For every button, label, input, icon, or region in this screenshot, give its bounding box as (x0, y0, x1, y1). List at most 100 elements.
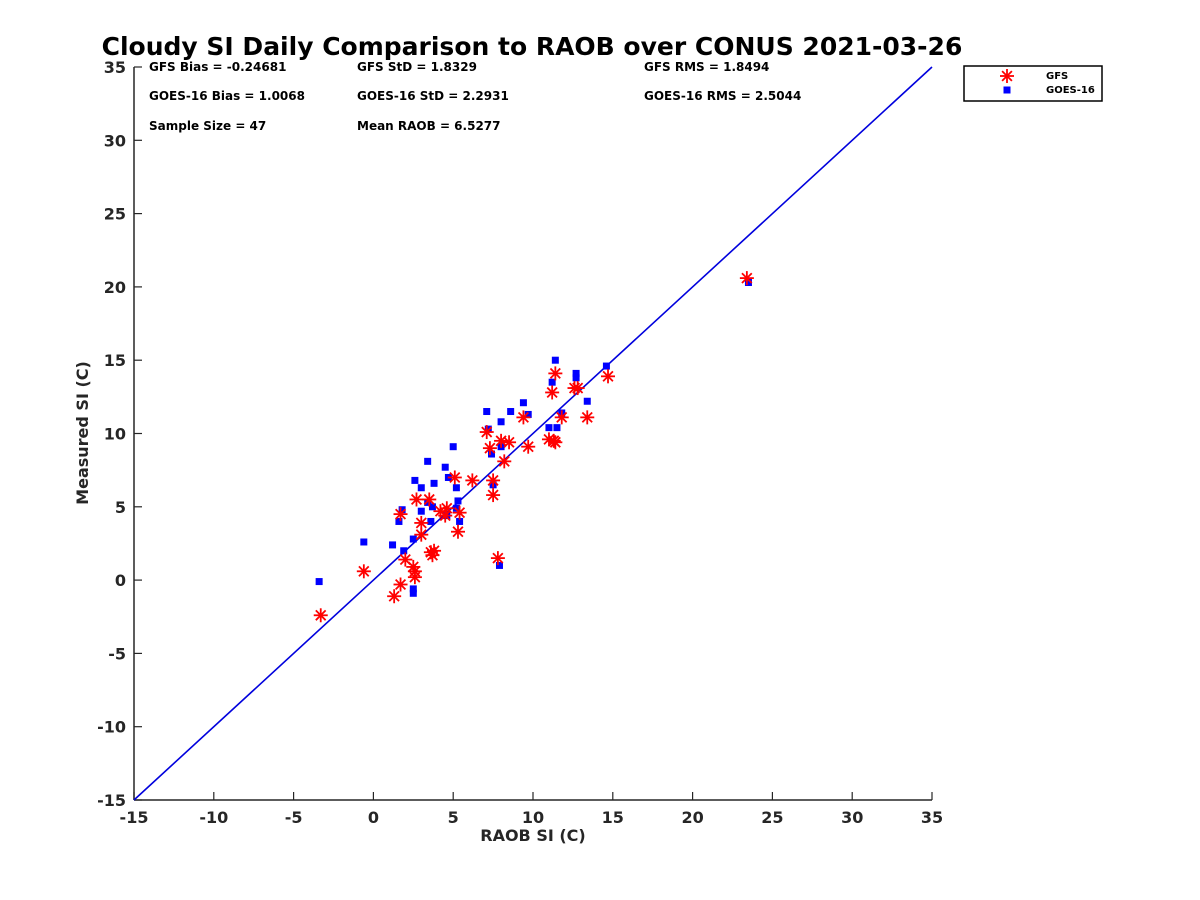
y-tick-label: 35 (104, 58, 126, 77)
goes16-point (744, 279, 752, 287)
goes16-point (409, 535, 417, 543)
y-tick-label: 0 (115, 571, 126, 590)
gfs-point (516, 410, 531, 425)
gfs-point (422, 492, 437, 507)
goes16-point (417, 484, 425, 492)
gfs-point (490, 551, 505, 566)
gfs-point (486, 488, 501, 503)
goes16-point (424, 498, 432, 506)
gfs-point (439, 501, 454, 516)
gfs-point (479, 425, 494, 440)
gfs-point (356, 564, 371, 579)
goes16-point (497, 418, 505, 426)
goes16-point (488, 450, 496, 458)
legend-gfs-marker (1000, 69, 1014, 83)
goes16-point (430, 479, 438, 487)
y-tick-label: -10 (97, 718, 126, 737)
gfs-point (548, 435, 563, 450)
legend-box (963, 65, 1103, 102)
chart-title: Cloudy SI Daily Comparison to RAOB over … (102, 32, 963, 61)
goes16-point (572, 369, 580, 377)
gfs-point (502, 435, 517, 450)
gfs-point (313, 608, 328, 623)
goes16-point (360, 538, 368, 546)
x-tick-label: 5 (448, 808, 459, 827)
goes16-point (398, 506, 406, 514)
gfs-point (545, 385, 560, 400)
stat-gfs-rms: GFS RMS = 1.8494 (644, 60, 769, 74)
y-tick-label: -5 (108, 644, 126, 663)
goes16-point (452, 484, 460, 492)
y-tick-label: 10 (104, 425, 126, 444)
one-to-one-line (133, 66, 933, 801)
gfs-point (548, 366, 563, 381)
gfs-point (387, 589, 402, 604)
legend-goes-square (1003, 86, 1011, 94)
x-tick-label: 10 (522, 808, 544, 827)
goes16-point (449, 443, 457, 451)
goes16-point (409, 589, 417, 597)
goes16-point (507, 408, 515, 416)
legend-gfs-label: GFS (1046, 71, 1068, 82)
stat-goes-bias: GOES-16 Bias = 1.0068 (149, 89, 305, 103)
y-tick-label: -15 (97, 791, 126, 810)
goes16-point (484, 425, 492, 433)
legend: GFS GOES-16 (963, 65, 1103, 102)
goes16-point (427, 517, 435, 525)
stat-goes-std: GOES-16 StD = 2.2931 (357, 89, 509, 103)
x-tick-label: -10 (199, 808, 228, 827)
x-tick-label: 15 (602, 808, 624, 827)
tick-group: -15 -10 -5 0 5 10 15 20 25 30 35 -15 -10 -5 0 5 10 15 20 25… (97, 58, 943, 827)
y-tick-label: 5 (115, 498, 126, 517)
y-tick-label: 30 (104, 131, 126, 150)
x-tick-label: -5 (285, 808, 303, 827)
stat-gfs-std: GFS StD = 1.8329 (357, 60, 477, 74)
gfs-point (393, 577, 408, 592)
goes16-point (583, 397, 591, 405)
goes16-point (411, 476, 419, 484)
gfs-point (554, 410, 569, 425)
x-axis-label: RAOB SI (C) (480, 826, 585, 845)
gfs-point (482, 441, 497, 456)
goes16-point (424, 457, 432, 465)
gfs-point (580, 410, 595, 425)
goes16-point (572, 374, 580, 382)
goes16-point (428, 503, 436, 511)
goes16-point (524, 410, 532, 418)
goes16-point (417, 507, 425, 515)
y-axis-label: Measured SI (C) (73, 361, 92, 505)
y-tick-label: 25 (104, 205, 126, 224)
goes16-point (400, 547, 408, 555)
goes16-point (519, 399, 527, 407)
goes16-point (454, 497, 462, 505)
goes16-point (545, 424, 553, 432)
legend-goes-label: GOES-16 (1046, 85, 1095, 96)
stat-sample-size: Sample Size = 47 (149, 119, 266, 133)
gfs-point (739, 271, 754, 286)
gfs-point (497, 454, 512, 469)
x-tick-label: 35 (921, 808, 943, 827)
gfs-point (447, 470, 462, 485)
stat-mean-raob: Mean RAOB = 6.5277 (357, 119, 501, 133)
legend-gfs-asterisk (1000, 69, 1014, 83)
gfs-point (414, 527, 429, 542)
goes16-point (495, 561, 503, 569)
goes16-point (483, 408, 491, 416)
gfs-point (393, 507, 408, 522)
goes16-point (315, 578, 323, 586)
stat-goes-rms: GOES-16 RMS = 2.5044 (644, 89, 801, 103)
gfs-point (427, 543, 442, 558)
goes16-point (395, 517, 403, 525)
goes16-point (602, 362, 610, 370)
goes16-point (553, 424, 561, 432)
gfs-point (452, 505, 467, 520)
goes16-point (409, 585, 417, 593)
x-tick-label: 25 (761, 808, 783, 827)
y-tick-label: 15 (104, 351, 126, 370)
stats-block: GFS Bias = -0.24681 GFS StD = 1.8329 GFS… (149, 60, 801, 133)
goes16-point (389, 541, 397, 549)
x-tick-label: -15 (120, 808, 149, 827)
goes16-point (551, 356, 559, 364)
legend-goes-marker (1003, 86, 1011, 94)
